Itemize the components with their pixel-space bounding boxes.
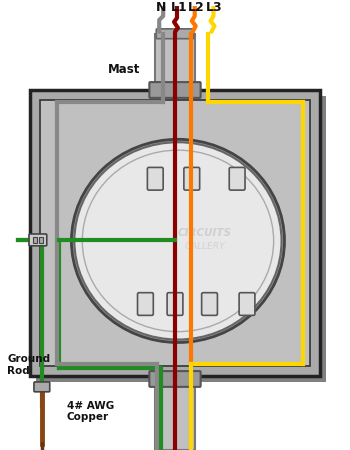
FancyBboxPatch shape: [147, 167, 163, 190]
FancyBboxPatch shape: [184, 167, 199, 190]
FancyBboxPatch shape: [34, 382, 50, 392]
Text: GALLERY: GALLERY: [184, 242, 225, 251]
FancyBboxPatch shape: [149, 371, 201, 387]
Bar: [30, 90, 320, 376]
FancyBboxPatch shape: [202, 292, 217, 315]
FancyBboxPatch shape: [156, 29, 194, 39]
Text: L2: L2: [188, 1, 205, 14]
Bar: [155, 34, 195, 93]
Text: CIRCUITS: CIRCUITS: [177, 228, 232, 238]
Bar: [40, 100, 310, 366]
Text: Mast: Mast: [108, 63, 140, 76]
Bar: [155, 376, 195, 450]
Text: L3: L3: [206, 1, 223, 14]
Text: L1: L1: [170, 1, 187, 14]
FancyBboxPatch shape: [29, 234, 47, 246]
Bar: [36, 96, 326, 382]
FancyBboxPatch shape: [167, 292, 183, 315]
Text: Ground
Rod: Ground Rod: [7, 354, 50, 376]
Bar: [39, 237, 43, 243]
FancyBboxPatch shape: [229, 167, 245, 190]
Ellipse shape: [75, 142, 281, 340]
FancyBboxPatch shape: [138, 292, 153, 315]
Bar: [33, 237, 37, 243]
FancyBboxPatch shape: [239, 292, 255, 315]
Text: N: N: [156, 1, 166, 14]
FancyBboxPatch shape: [149, 82, 201, 98]
Ellipse shape: [71, 140, 285, 342]
Text: 4# AWG
Copper: 4# AWG Copper: [66, 400, 114, 422]
